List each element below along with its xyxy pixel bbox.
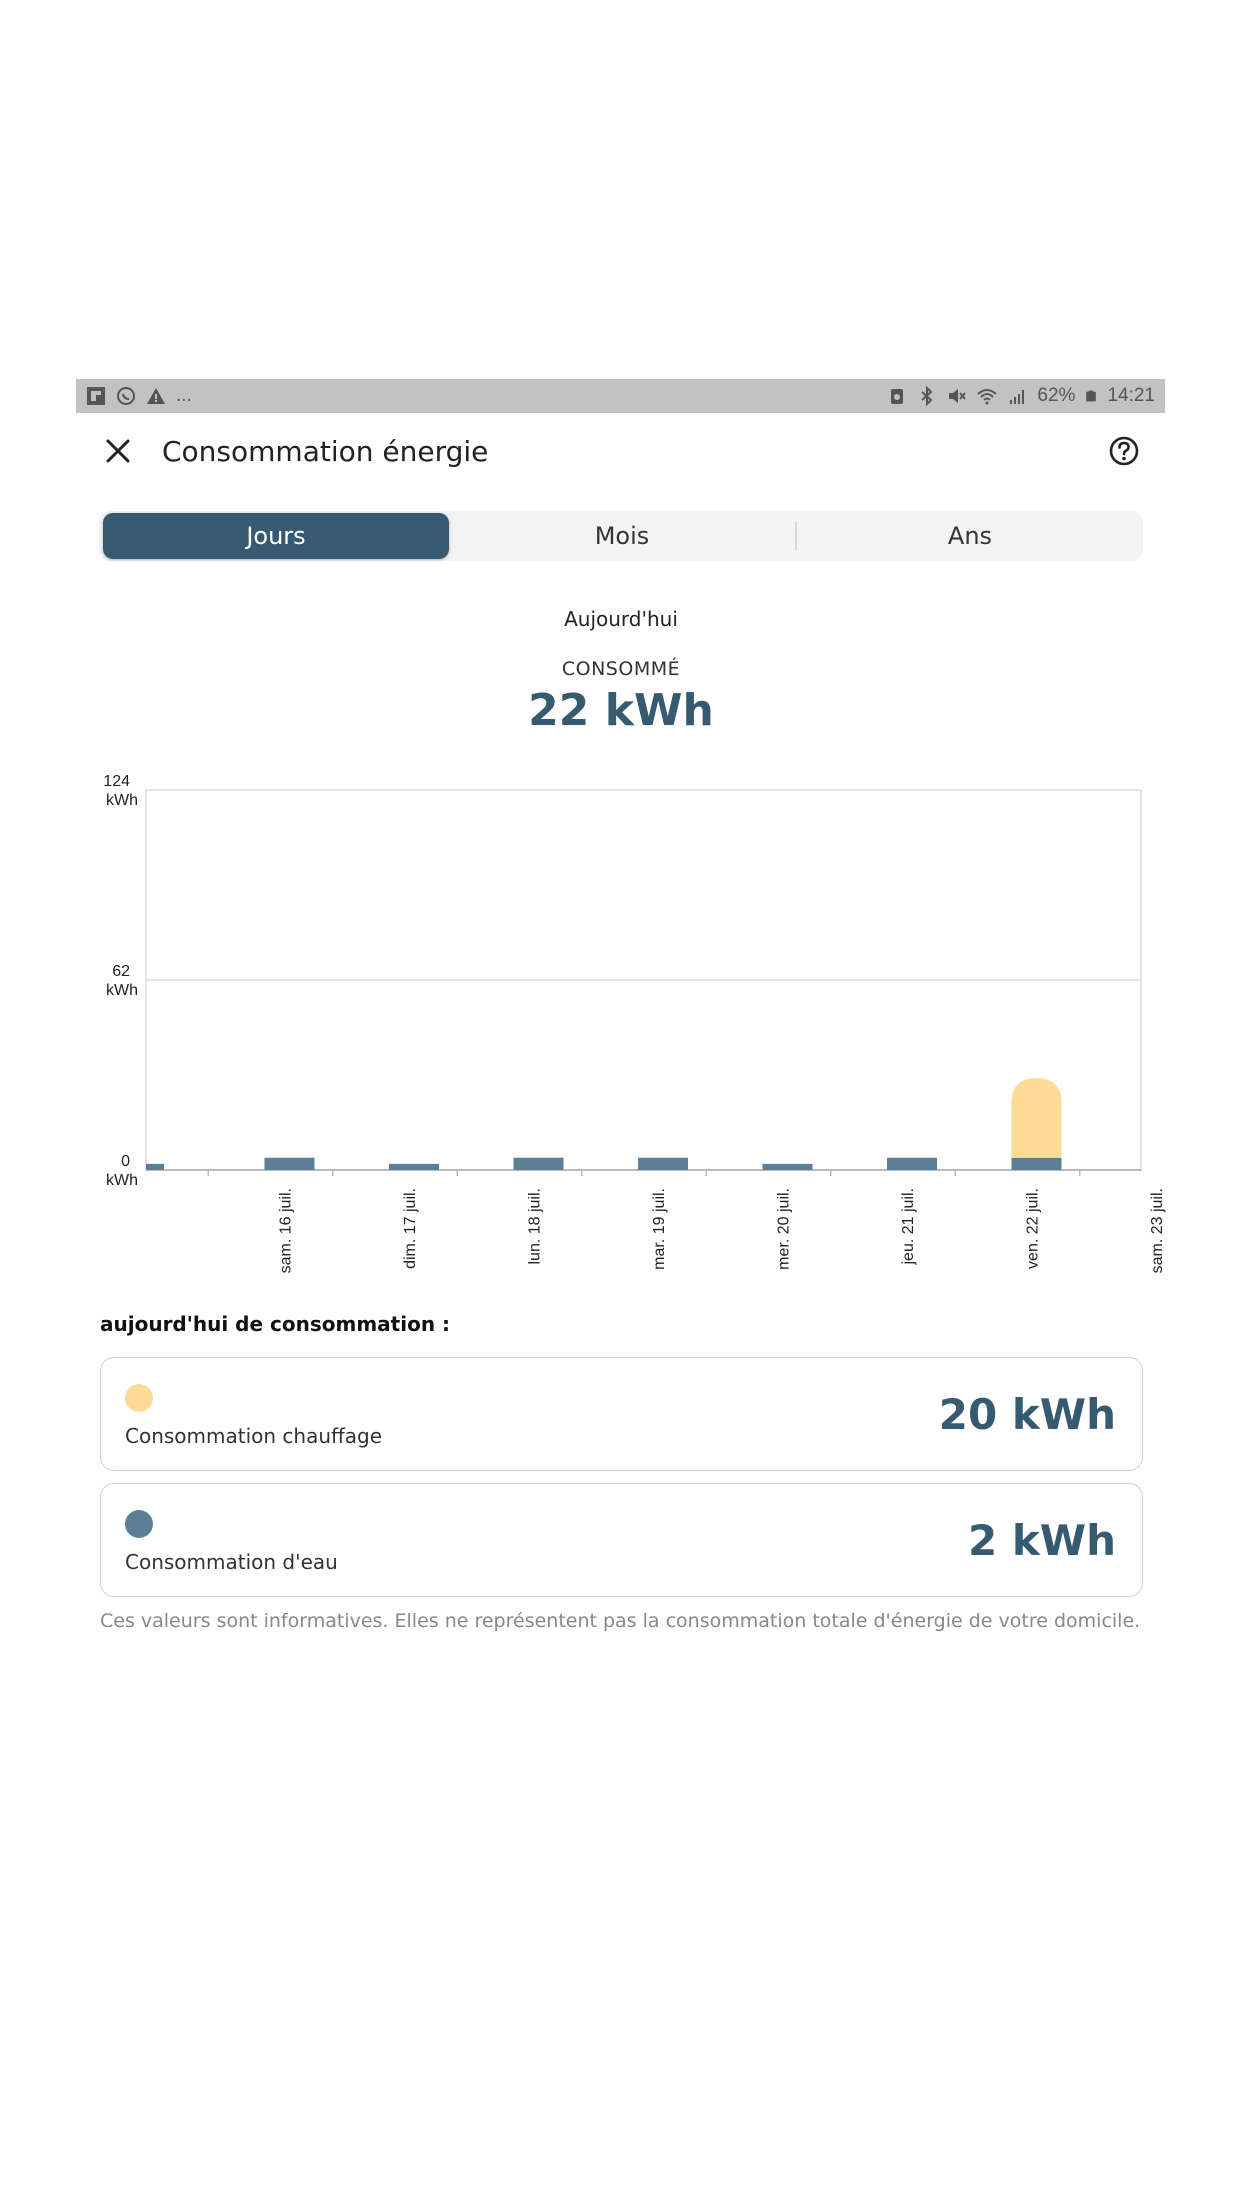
- x-tick-label: lun. 18 juil.: [527, 1188, 544, 1265]
- bluetooth-icon: [921, 386, 933, 406]
- bar-water: [638, 1157, 688, 1170]
- y-tick-unit: kWh: [106, 982, 138, 999]
- x-tick-label: jeu. 21 juil.: [900, 1188, 917, 1266]
- tab-ans[interactable]: Ans: [947, 522, 993, 550]
- x-tick-label: sam. 16 juil.: [278, 1188, 295, 1273]
- bar-water: [389, 1163, 439, 1170]
- water-legend-dot: [125, 1510, 153, 1538]
- bar-water: [146, 1163, 164, 1170]
- signal-icon: [1010, 390, 1025, 404]
- wifi-icon: [977, 389, 998, 405]
- consumed-label: CONSOMMÉ: [561, 658, 681, 680]
- status-bar-right: 62% 14:21: [887, 385, 1155, 407]
- x-tick-label: mer. 20 juil.: [776, 1188, 793, 1270]
- close-button[interactable]: [98, 431, 138, 471]
- close-icon: [106, 439, 130, 463]
- page-title: Consommation énergie: [162, 435, 489, 468]
- heating-card: Consommation chauffage 20 kWh: [100, 1357, 1143, 1471]
- flipboard-icon: [87, 387, 105, 405]
- y-tick-label: 62: [112, 963, 130, 980]
- notifications-more: ...: [176, 385, 192, 406]
- bar-water: [1011, 1157, 1062, 1170]
- tab-mois[interactable]: Mois: [594, 522, 650, 550]
- consumption-chart: 124 kWh 62 kWh 0 kWh sam. 16 juil. dim. 17 juil…: [103, 773, 1166, 1273]
- water-card: Consommation d'eau 2 kWh: [100, 1483, 1143, 1597]
- heating-label: Consommation chauffage: [125, 1424, 383, 1448]
- x-tick-label: sam. 23 juil.: [1149, 1188, 1166, 1273]
- battery-icon: [1086, 390, 1097, 402]
- tab-divider: [795, 522, 797, 550]
- battery-percent: 62%: [1037, 385, 1076, 406]
- water-value: 2 kWh: [967, 1516, 1116, 1565]
- warning-icon: [147, 388, 165, 404]
- whatsapp-icon: [117, 387, 135, 405]
- tab-jours[interactable]: Jours: [103, 513, 449, 559]
- app-bar: Consommation énergie: [76, 413, 1165, 493]
- alarm-icon: [891, 389, 904, 404]
- y-tick-label: 124: [103, 773, 130, 790]
- heating-legend-dot: [125, 1384, 153, 1412]
- help-button[interactable]: [1108, 435, 1140, 467]
- mute-icon: [949, 389, 967, 403]
- help-icon: [1109, 436, 1139, 466]
- x-tick-label: mar. 19 juil.: [651, 1188, 668, 1270]
- disclaimer-text: Ces valeurs sont informatives. Elles ne …: [100, 1610, 1141, 1632]
- period-label: Aujourd'hui: [564, 607, 678, 631]
- breakdown-title: aujourd'hui de consommation :: [100, 1312, 451, 1336]
- status-bar: ... 62% 14:21: [76, 379, 1165, 413]
- bar-water: [762, 1163, 813, 1170]
- x-tick-label: ven. 22 juil.: [1025, 1188, 1042, 1269]
- bar-water: [513, 1157, 564, 1170]
- y-tick-label: 0: [121, 1153, 130, 1170]
- y-tick-unit: kWh: [106, 792, 138, 809]
- bar-water: [264, 1157, 315, 1170]
- x-tick-label: dim. 17 juil.: [402, 1188, 419, 1269]
- consumed-value: 22 kWh: [528, 685, 714, 736]
- status-bar-left: ...: [86, 385, 192, 407]
- bar-heating: [1011, 1078, 1062, 1158]
- water-label: Consommation d'eau: [125, 1550, 338, 1574]
- clock: 14:21: [1107, 385, 1155, 406]
- heating-value: 20 kWh: [938, 1390, 1116, 1439]
- y-tick-unit: kWh: [106, 1172, 138, 1189]
- period-tabs: Jours Mois Ans: [99, 511, 1143, 561]
- bar-water: [887, 1157, 937, 1170]
